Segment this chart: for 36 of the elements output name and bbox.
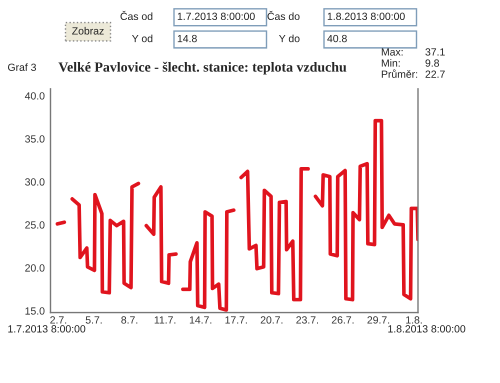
x-tick-label: 8.7. <box>121 316 138 324</box>
x-tick-label: 23.7. <box>296 316 318 324</box>
text: Průměr: <box>382 69 418 78</box>
x-tick-label: 2.7. <box>50 316 66 324</box>
text: Čas od <box>120 10 152 20</box>
text: Y do <box>278 34 300 42</box>
text: Graf 3 <box>8 63 36 71</box>
text: Čas do <box>268 10 300 20</box>
text: Y od <box>132 34 152 42</box>
text: 1.8.2013 8:00:00 <box>328 12 405 20</box>
y-tick-label: 15.0 <box>25 307 45 315</box>
x-tick-label: 1.8. <box>406 316 422 324</box>
x-tick-label: 17.7. <box>225 316 247 324</box>
text: 37.1 <box>425 48 445 56</box>
text: 9.8 <box>425 59 440 67</box>
text: 1.8.2013 8:00:00 <box>388 325 466 333</box>
y-tick-label: 30.0 <box>25 178 45 186</box>
x-tick-label: 14.7. <box>190 316 212 324</box>
y-tick-label: 35.0 <box>25 135 45 143</box>
text: 40.8 <box>327 34 347 42</box>
x-tick-label: 5.7. <box>86 316 102 324</box>
text: 1.7.2013 8:00:00 <box>178 12 255 20</box>
text: Zobraz <box>72 26 104 35</box>
x-tick-label: 11.7. <box>154 316 176 324</box>
x-tick-label: 29.7. <box>367 316 390 324</box>
x-tick-label: 26.7. <box>332 316 354 324</box>
y-tick-label: 20.0 <box>25 264 45 272</box>
x-tick-label: 20.7. <box>260 316 282 324</box>
y-tick-label: 25.0 <box>25 221 45 229</box>
text: Min: <box>382 59 400 67</box>
text: Max: <box>382 48 403 56</box>
text: 22.7 <box>426 70 445 78</box>
text: 1.7.2013 8:00:00 <box>8 325 86 333</box>
text: 14.8 <box>178 34 197 42</box>
y-tick-label: 40.0 <box>24 92 45 100</box>
chart-title: Velké Pavlovice - šlecht. stanice: teplota vzduchu <box>58 62 346 75</box>
